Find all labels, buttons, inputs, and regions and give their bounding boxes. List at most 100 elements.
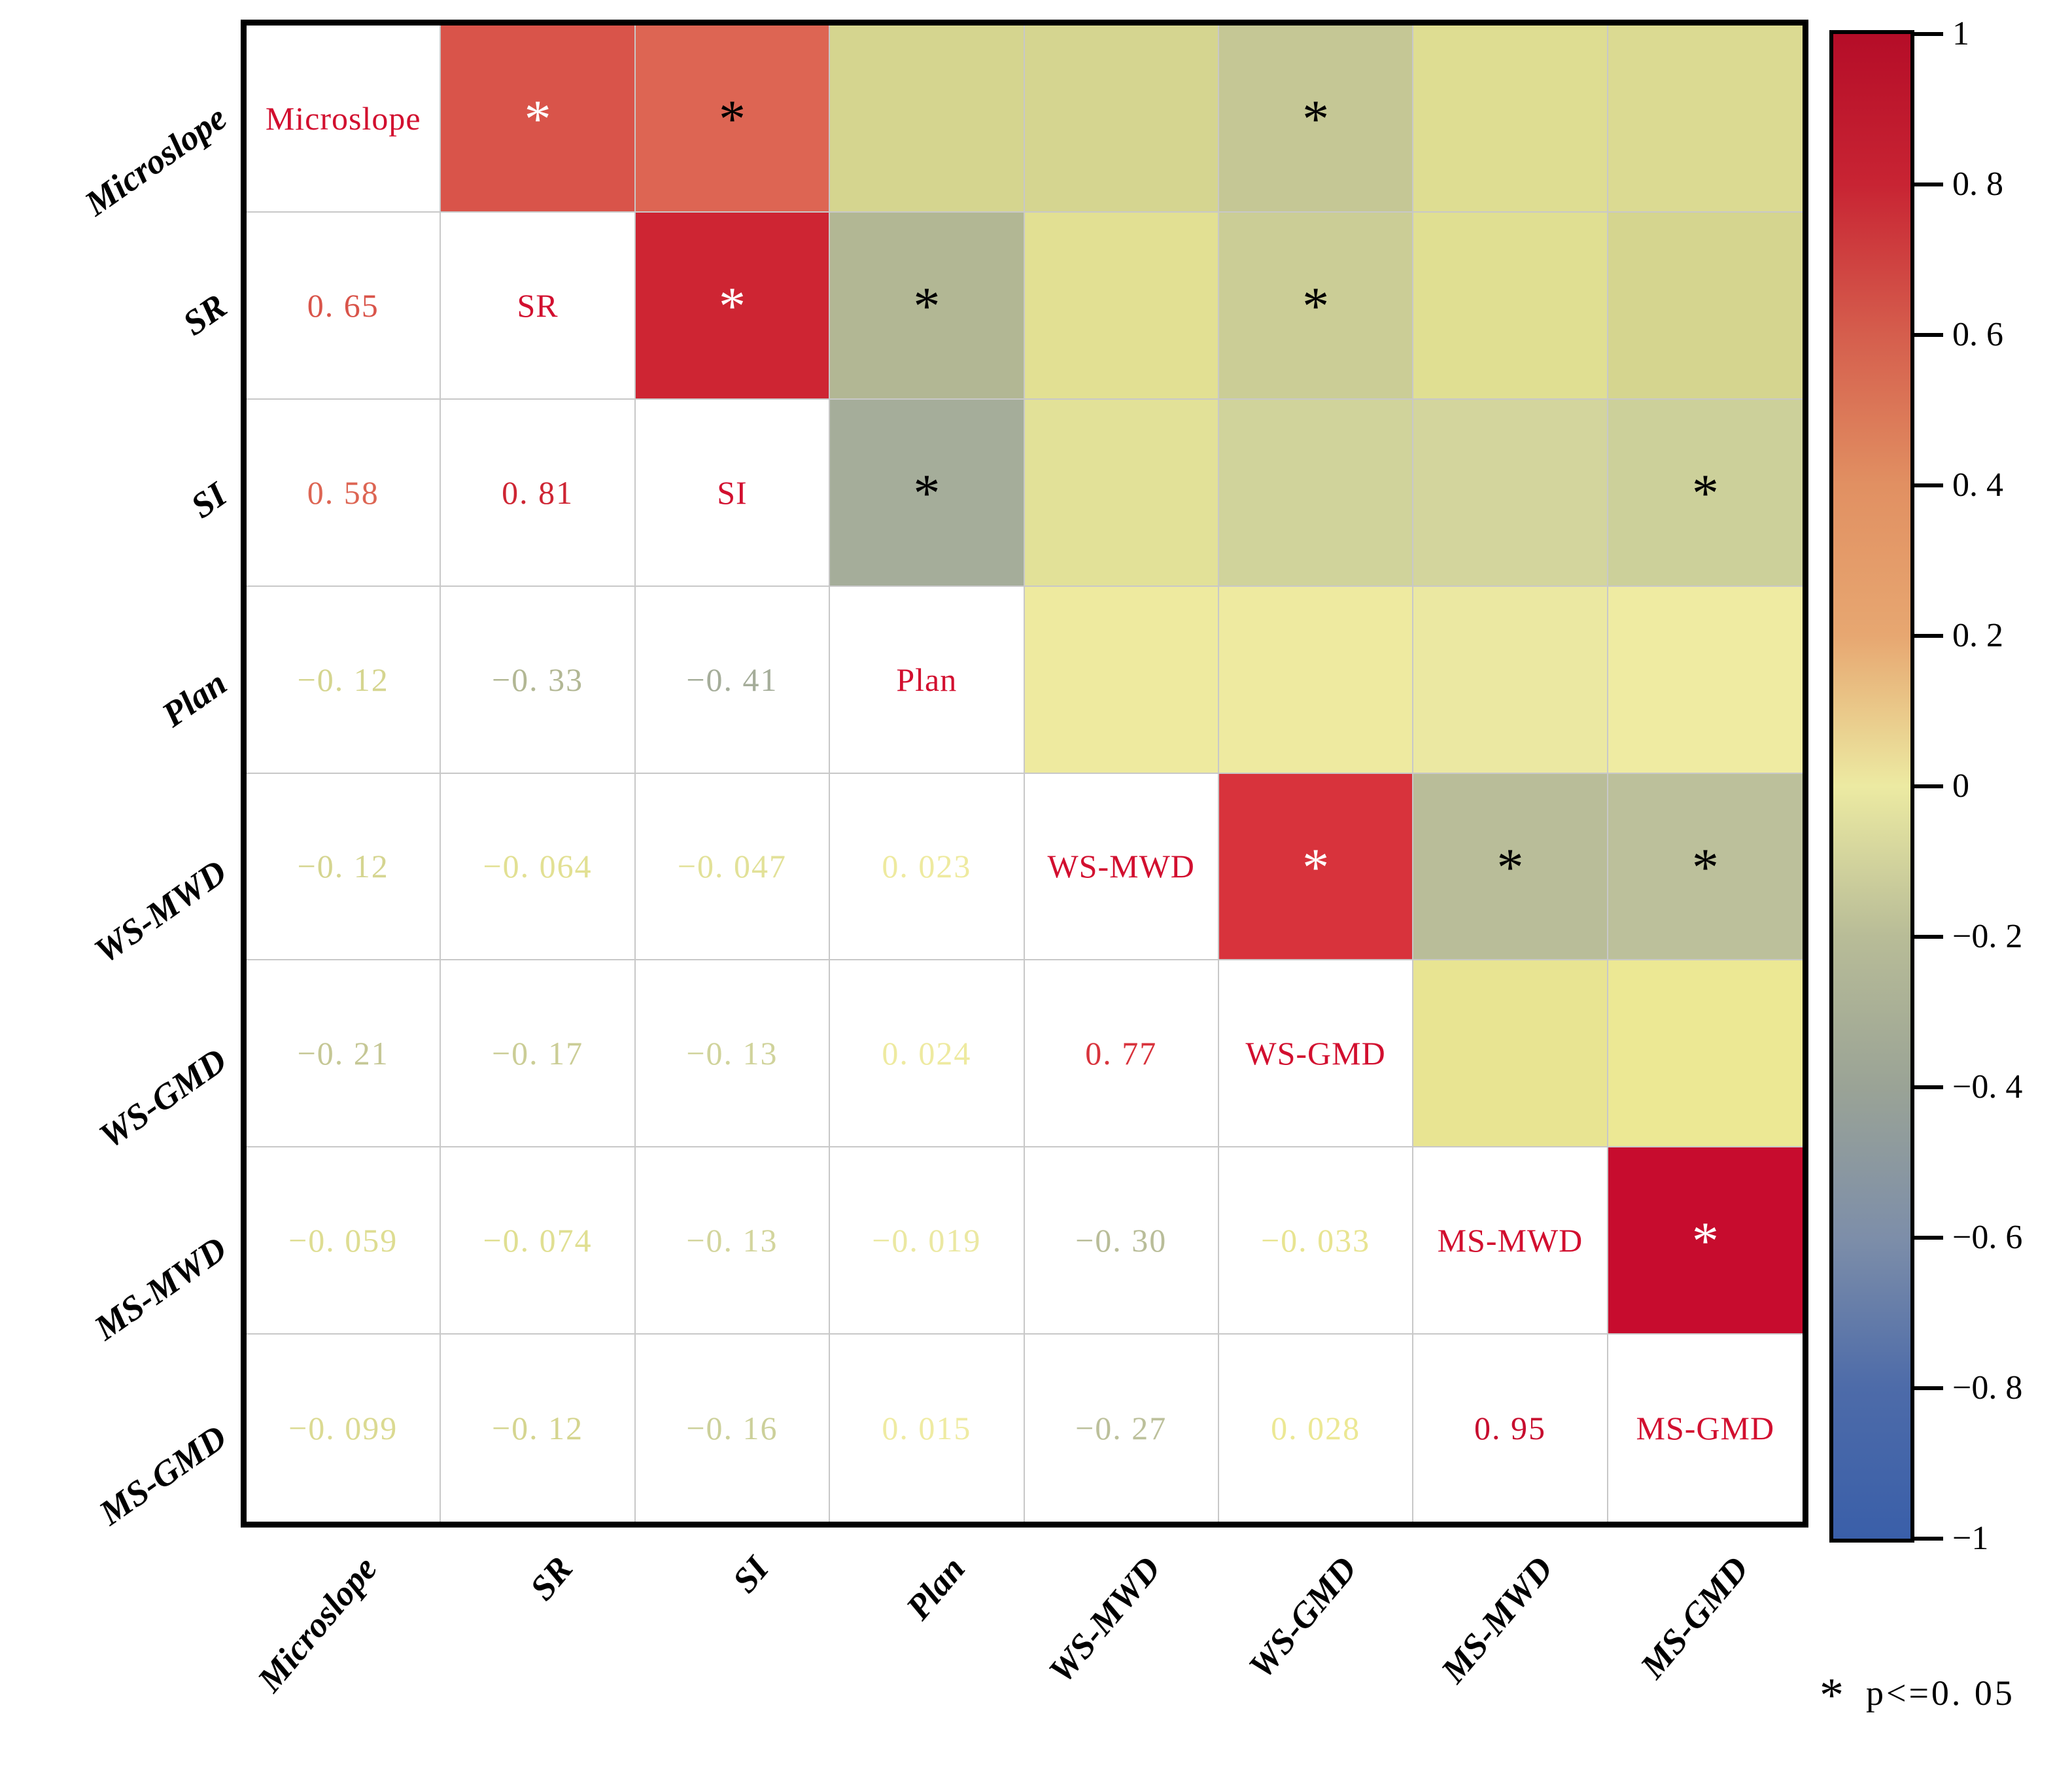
correlation-value: 0. 77 [1085,1035,1158,1072]
colorbar-gradient [1833,34,1910,1539]
x-axis-label-MS-MWD: MS-MWD [1433,1549,1561,1690]
colorbar-tick-label: 0. 2 [1952,617,2003,654]
colorbar-tick [1914,333,1943,337]
matrix-cell-MS-MWD-SR: −0. 074 [441,1147,636,1335]
colorbar-tick-label: −0. 8 [1952,1369,2023,1406]
y-axis-label-MS-GMD: MS-GMD [92,1417,234,1533]
correlation-value: −0. 059 [288,1222,398,1259]
matrix-cell-WS-GMD-WS-MWD: 0. 77 [1024,960,1219,1148]
x-axis-label-SR: SR [522,1549,581,1608]
x-axis-label-Plan: Plan [898,1549,973,1628]
matrix-cell-SI-Plan: * [830,399,1025,587]
significance-star-icon: * [718,275,746,336]
x-axis-label-WS-GMD: WS-GMD [1241,1549,1364,1686]
matrix-cell-MS-MWD-SI: −0. 13 [635,1147,831,1335]
diagonal-variable-label: WS-MWD [1047,848,1195,885]
colorbar-tick [1914,935,1943,939]
matrix-cell-SR-Plan: * [830,212,1025,400]
y-axis-label-MS-MWD: MS-MWD [87,1229,234,1348]
correlation-value: −0. 30 [1075,1222,1167,1259]
correlation-matrix: Microslope * * * 0. 65 SR * * * 0. 58 0. 81 SI * * −0.… [241,20,1808,1528]
colorbar-tick [1914,183,1943,186]
correlation-value: 0. 023 [882,848,972,885]
correlation-value: −0. 12 [297,661,389,698]
matrix-cell-Plan-MS-GMD [1608,586,1803,774]
matrix-cell-MS-MWD-WS-GMD: −0. 033 [1218,1147,1414,1335]
significance-legend-text: p<=0. 05 [1866,1673,2015,1713]
significance-legend: * p<=0. 05 [1820,1665,2015,1720]
correlation-value: −0. 27 [1075,1410,1167,1447]
matrix-cell-WS-MWD-Microslope: −0. 12 [247,773,441,961]
colorbar [1829,30,1914,1543]
matrix-cell-WS-GMD-WS-GMD: WS-GMD [1218,960,1414,1148]
matrix-cell-MS-MWD-Microslope: −0. 059 [247,1147,441,1335]
correlation-value: −0. 17 [491,1035,584,1072]
colorbar-tick-label: 0. 6 [1952,316,2003,353]
correlation-value: −0. 12 [297,848,389,885]
matrix-cell-SR-WS-GMD: * [1218,212,1414,400]
matrix-cell-MS-GMD-MS-MWD: 0. 95 [1413,1335,1608,1522]
x-axis-label-SI: SI [725,1549,777,1600]
colorbar-tick [1914,483,1943,487]
matrix-cell-WS-MWD-SI: −0. 047 [635,773,831,961]
matrix-cell-SR-Microslope: 0. 65 [247,212,441,400]
significance-star-icon: * [1691,463,1719,523]
matrix-cell-SR-MS-MWD [1413,212,1608,400]
matrix-cell-Plan-MS-MWD [1413,586,1608,774]
matrix-cell-WS-GMD-Microslope: −0. 21 [247,960,441,1148]
matrix-cell-SR-SR: SR [441,212,636,400]
matrix-cell-SI-SR: 0. 81 [441,399,636,587]
colorbar-tick-label: −1 [1952,1520,1989,1557]
matrix-cell-SI-WS-GMD [1218,399,1414,587]
correlation-value: −0. 13 [686,1035,778,1072]
matrix-cell-MS-GMD-WS-GMD: 0. 028 [1219,1335,1414,1522]
colorbar-tick-label: −0. 6 [1952,1219,2023,1256]
colorbar-tick-label: −0. 4 [1952,1068,2023,1106]
matrix-cell-WS-MWD-SR: −0. 064 [441,773,636,961]
matrix-cell-Microslope-MS-GMD [1608,26,1803,213]
matrix-cell-WS-MWD-WS-MWD: WS-MWD [1024,773,1219,961]
matrix-cell-MS-MWD-WS-MWD: −0. 30 [1024,1147,1219,1335]
matrix-cell-MS-GMD-SI: −0. 16 [636,1335,831,1522]
diagonal-variable-label: MS-MWD [1437,1222,1583,1259]
correlation-value: −0. 16 [686,1410,778,1447]
matrix-cell-WS-GMD-SR: −0. 17 [441,960,636,1148]
significance-star-icon: * [1302,275,1330,336]
matrix-cell-WS-GMD-MS-MWD [1413,960,1608,1148]
matrix-cell-MS-GMD-Microslope: −0. 099 [247,1335,441,1522]
matrix-cell-WS-GMD-Plan: 0. 024 [830,960,1025,1148]
matrix-cell-MS-GMD-MS-GMD: MS-GMD [1608,1335,1803,1522]
colorbar-tick [1914,634,1943,638]
matrix-cell-Plan-SR: −0. 33 [441,586,636,774]
significance-star-icon: * [718,89,746,148]
matrix-cell-Microslope-Plan [830,26,1025,213]
correlation-value: 0. 028 [1271,1410,1361,1447]
matrix-cell-Microslope-SI: * [635,26,831,213]
correlation-value: 0. 81 [502,474,574,511]
matrix-cell-SR-MS-GMD [1608,212,1803,400]
correlation-value: 0. 58 [307,474,379,511]
significance-star-icon: * [913,463,941,523]
correlation-value: −0. 21 [297,1035,389,1072]
matrix-cell-WS-GMD-SI: −0. 13 [635,960,831,1148]
y-axis-label-WS-GMD: WS-GMD [92,1040,234,1156]
significance-star-icon: * [1302,837,1330,897]
colorbar-tick [1914,32,1943,36]
matrix-cell-Plan-SI: −0. 41 [635,586,831,774]
matrix-cell-SR-SI: * [635,212,831,400]
colorbar-tick-label: 0. 8 [1952,166,2003,203]
significance-star-icon: * [524,89,551,148]
diagonal-variable-label: SR [517,287,559,324]
correlation-value: 0. 015 [882,1410,972,1447]
matrix-cell-MS-GMD-WS-MWD: −0. 27 [1025,1335,1219,1522]
significance-star-icon: * [1496,837,1524,897]
diagonal-variable-label: Microslope [265,99,421,137]
x-axis-label-WS-MWD: WS-MWD [1041,1549,1169,1690]
matrix-cell-MS-GMD-Plan: 0. 015 [830,1335,1025,1522]
matrix-cell-Microslope-WS-GMD: * [1218,26,1414,213]
matrix-cell-WS-GMD-MS-GMD [1608,960,1803,1148]
diagonal-variable-label: SI [717,474,748,511]
correlation-value: −0. 099 [288,1410,398,1447]
colorbar-tick-label: 0 [1952,767,1969,805]
